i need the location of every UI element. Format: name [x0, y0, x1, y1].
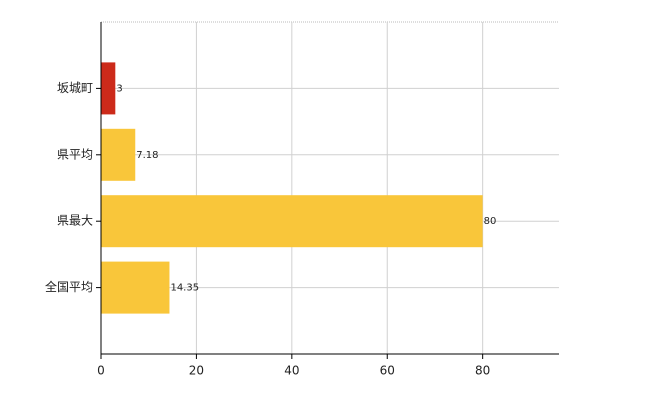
y-tick-label: 坂城町	[57, 81, 93, 95]
bar	[101, 128, 136, 181]
value-label: 7.18	[136, 150, 158, 161]
value-label: 14.35	[170, 283, 199, 294]
x-tick-label: 40	[284, 364, 299, 378]
x-tick-label: 0	[97, 364, 105, 378]
value-label: 3	[116, 83, 122, 94]
x-tick-label: 60	[380, 364, 395, 378]
bar	[101, 261, 170, 314]
y-tick-label: 全国平均	[45, 279, 93, 294]
x-tick-label: 80	[475, 364, 490, 378]
y-tick-label: 県平均	[57, 147, 93, 161]
bar	[101, 62, 116, 115]
y-tick-label: 県最大	[57, 214, 93, 228]
bar	[101, 195, 483, 248]
x-tick-label: 20	[189, 364, 204, 378]
value-label: 80	[484, 216, 497, 227]
